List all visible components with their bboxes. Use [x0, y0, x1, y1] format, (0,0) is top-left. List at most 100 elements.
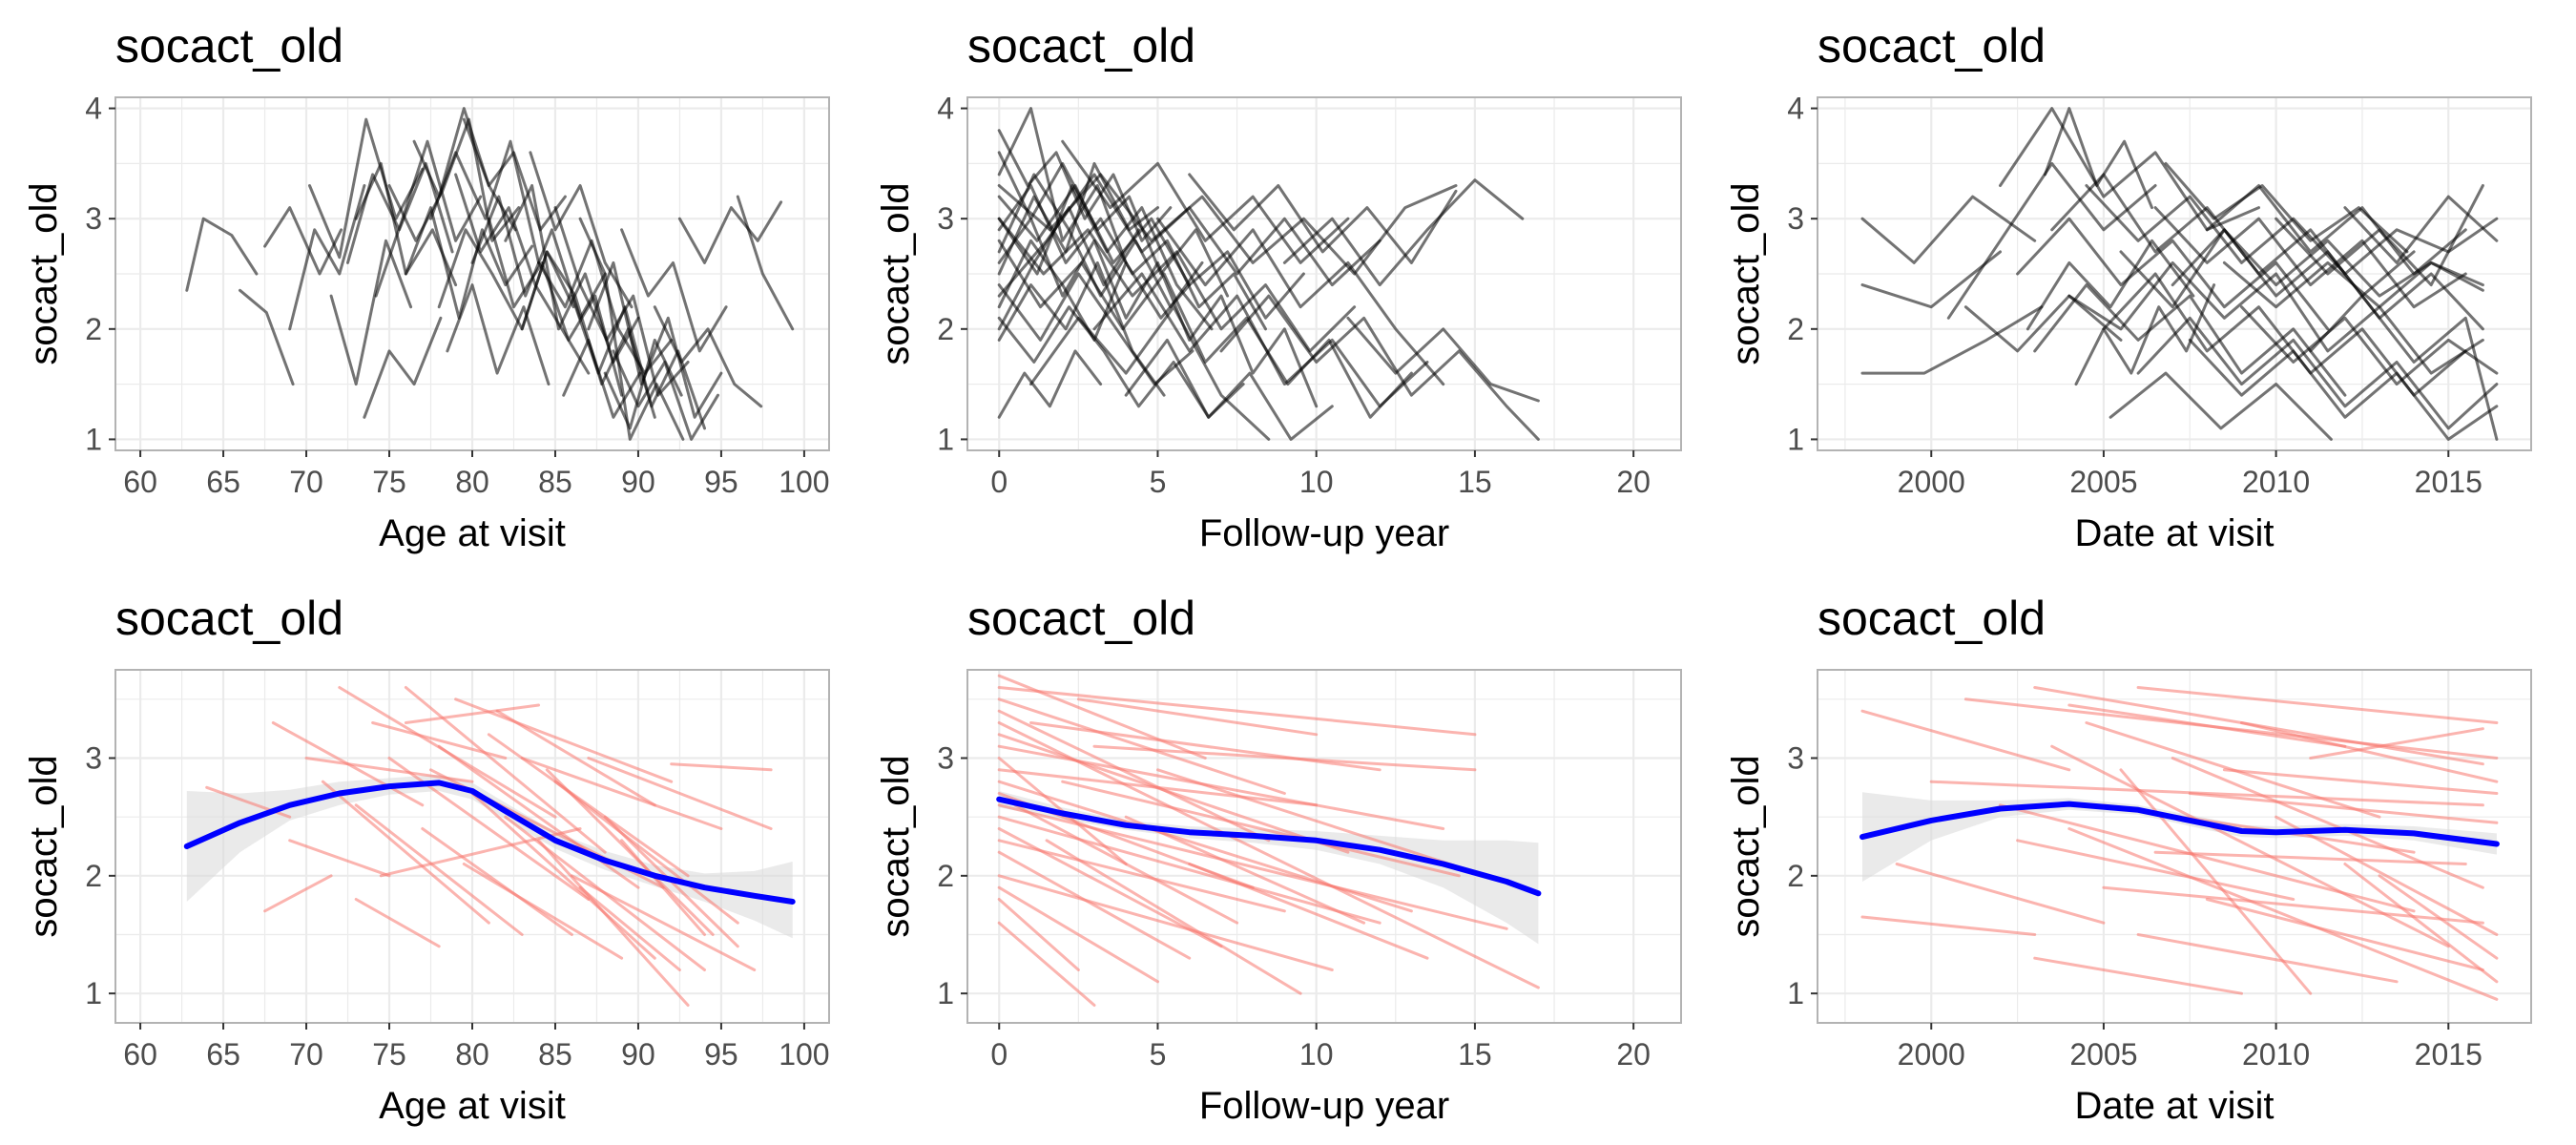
trajectory-line [1963, 294, 2123, 353]
y-tick-label: 3 [937, 201, 954, 236]
chart-panel-1: 60 65 70 75 80 85 90 95 100 1 2 3 4 socact_old Age at … [23, 19, 830, 554]
fitted-trajectory-line [321, 780, 490, 925]
fitted-trajectory-line [997, 850, 1192, 960]
trajectory-line [1188, 173, 1458, 264]
x-tick-label: 90 [621, 1037, 655, 1072]
trajectory-line [587, 260, 723, 419]
trajectory-line [2240, 305, 2499, 386]
fitted-trajectory-line [620, 839, 706, 936]
y-axis-title: socact_old [23, 182, 65, 364]
y-tick-label: 2 [85, 312, 102, 346]
fitted-trajectory-line [587, 757, 773, 830]
x-tick-label: 65 [206, 1037, 240, 1072]
fitted-trajectory-line [578, 885, 681, 971]
fitted-trajectory-line [495, 709, 656, 807]
fitted-trajectory-line [2067, 827, 2499, 1001]
y-tick-label: 4 [85, 92, 102, 126]
trajectory-line [1999, 107, 2260, 232]
x-tick-label: 2015 [2415, 465, 2483, 499]
fitted-trajectory-line [997, 885, 1159, 984]
smooth-line [1859, 801, 2500, 847]
trajectory-line [462, 117, 567, 232]
x-tick-label: 0 [990, 465, 1008, 499]
data-layer [1859, 686, 2500, 1001]
trajectory-line [997, 184, 1267, 331]
trajectory-line [446, 283, 551, 386]
x-tick-label: 60 [123, 465, 157, 499]
x-tick-label: 10 [1299, 1037, 1334, 1072]
trajectory-line [1092, 272, 1429, 408]
trajectory-line [329, 239, 413, 386]
fitted-trajectory-line [2343, 863, 2499, 984]
x-tick-label: 15 [1458, 465, 1492, 499]
y-tick-label: 3 [85, 201, 102, 236]
y-tick-label: 4 [1787, 92, 1804, 126]
trajectory-line [2171, 228, 2484, 331]
x-tick-label: 2000 [1898, 1037, 1965, 1072]
confidence-ribbon [999, 791, 1539, 945]
trajectory-line [185, 217, 259, 292]
fitted-trajectory-line [2136, 686, 2499, 724]
panel-title: socact_old [115, 592, 343, 645]
fitted-trajectory-line [2378, 874, 2499, 960]
fitted-trajectory-line [520, 757, 723, 830]
panel-border [1817, 96, 2532, 451]
x-tick-label: 2010 [2242, 1037, 2310, 1072]
x-tick-label: 85 [538, 465, 572, 499]
trajectory-line [2136, 316, 2499, 430]
y-tick-label: 3 [1787, 201, 1804, 236]
panel-border [966, 669, 1682, 1024]
panel-title: socact_old [967, 19, 1195, 73]
x-tick-label: 2015 [2415, 1037, 2483, 1072]
x-tick-label: 85 [538, 1037, 572, 1072]
x-tick-label: 95 [704, 465, 738, 499]
trajectory-line [529, 151, 634, 309]
chart-panel-2: 0 5 10 15 20 1 2 3 4 socact_old Follow-up year soca… [875, 19, 1682, 554]
x-tick-label: 60 [123, 1037, 157, 1072]
fitted-trajectory-line [997, 839, 1286, 913]
fitted-trajectory-line [437, 744, 640, 889]
y-tick-label: 1 [937, 976, 954, 1010]
fitted-trajectory-line [1929, 780, 2484, 807]
trajectory-line [1124, 338, 1334, 441]
trajectory-line [1346, 316, 1540, 403]
fitted-trajectory-line [2102, 885, 2484, 925]
fitted-trajectory-line [997, 921, 1096, 1007]
fitted-trajectory-line [1013, 803, 1239, 925]
smooth-line [183, 780, 796, 905]
trajectory-line [1860, 305, 2044, 375]
y-tick-label: 1 [85, 976, 102, 1010]
fitted-trajectory-line [670, 762, 773, 772]
trajectory-line [288, 184, 366, 331]
trajectory-line [2033, 283, 2347, 397]
fitted-trajectory-line [545, 768, 715, 936]
fitted-trajectory-line [454, 697, 674, 783]
fitted-trajectory-line [1045, 839, 1302, 995]
trajectory-line [2109, 371, 2333, 441]
y-tick-label: 1 [1787, 422, 1804, 456]
trajectory-line [2275, 184, 2484, 287]
fitted-trajectory-line [997, 803, 1508, 930]
trajectory-line [997, 217, 1357, 353]
trajectory-line [404, 206, 534, 320]
x-tick-label: 90 [621, 465, 655, 499]
fitted-trajectory-line [2153, 850, 2467, 865]
fitted-trajectory-line [2188, 792, 2499, 824]
trajectory-line [997, 129, 1173, 242]
trajectory-line [1946, 161, 2157, 320]
x-tick-label: 70 [289, 465, 323, 499]
trajectory-line [2343, 195, 2499, 264]
fitted-trajectory-line [421, 827, 573, 936]
trajectory-line [346, 161, 454, 264]
y-tick-label: 2 [937, 859, 954, 893]
fitted-trajectory-line [997, 674, 1207, 760]
trajectory-line [1282, 178, 1525, 287]
x-tick-label: 2005 [2069, 1037, 2137, 1072]
data-layer [997, 107, 1540, 441]
fitted-trajectory-line [997, 815, 1381, 925]
panel-border [966, 96, 1682, 451]
y-tick-label: 4 [937, 92, 954, 126]
data-layer [183, 686, 796, 1007]
fitted-trajectory-line [354, 898, 441, 948]
confidence-ribbon [1862, 792, 2497, 882]
